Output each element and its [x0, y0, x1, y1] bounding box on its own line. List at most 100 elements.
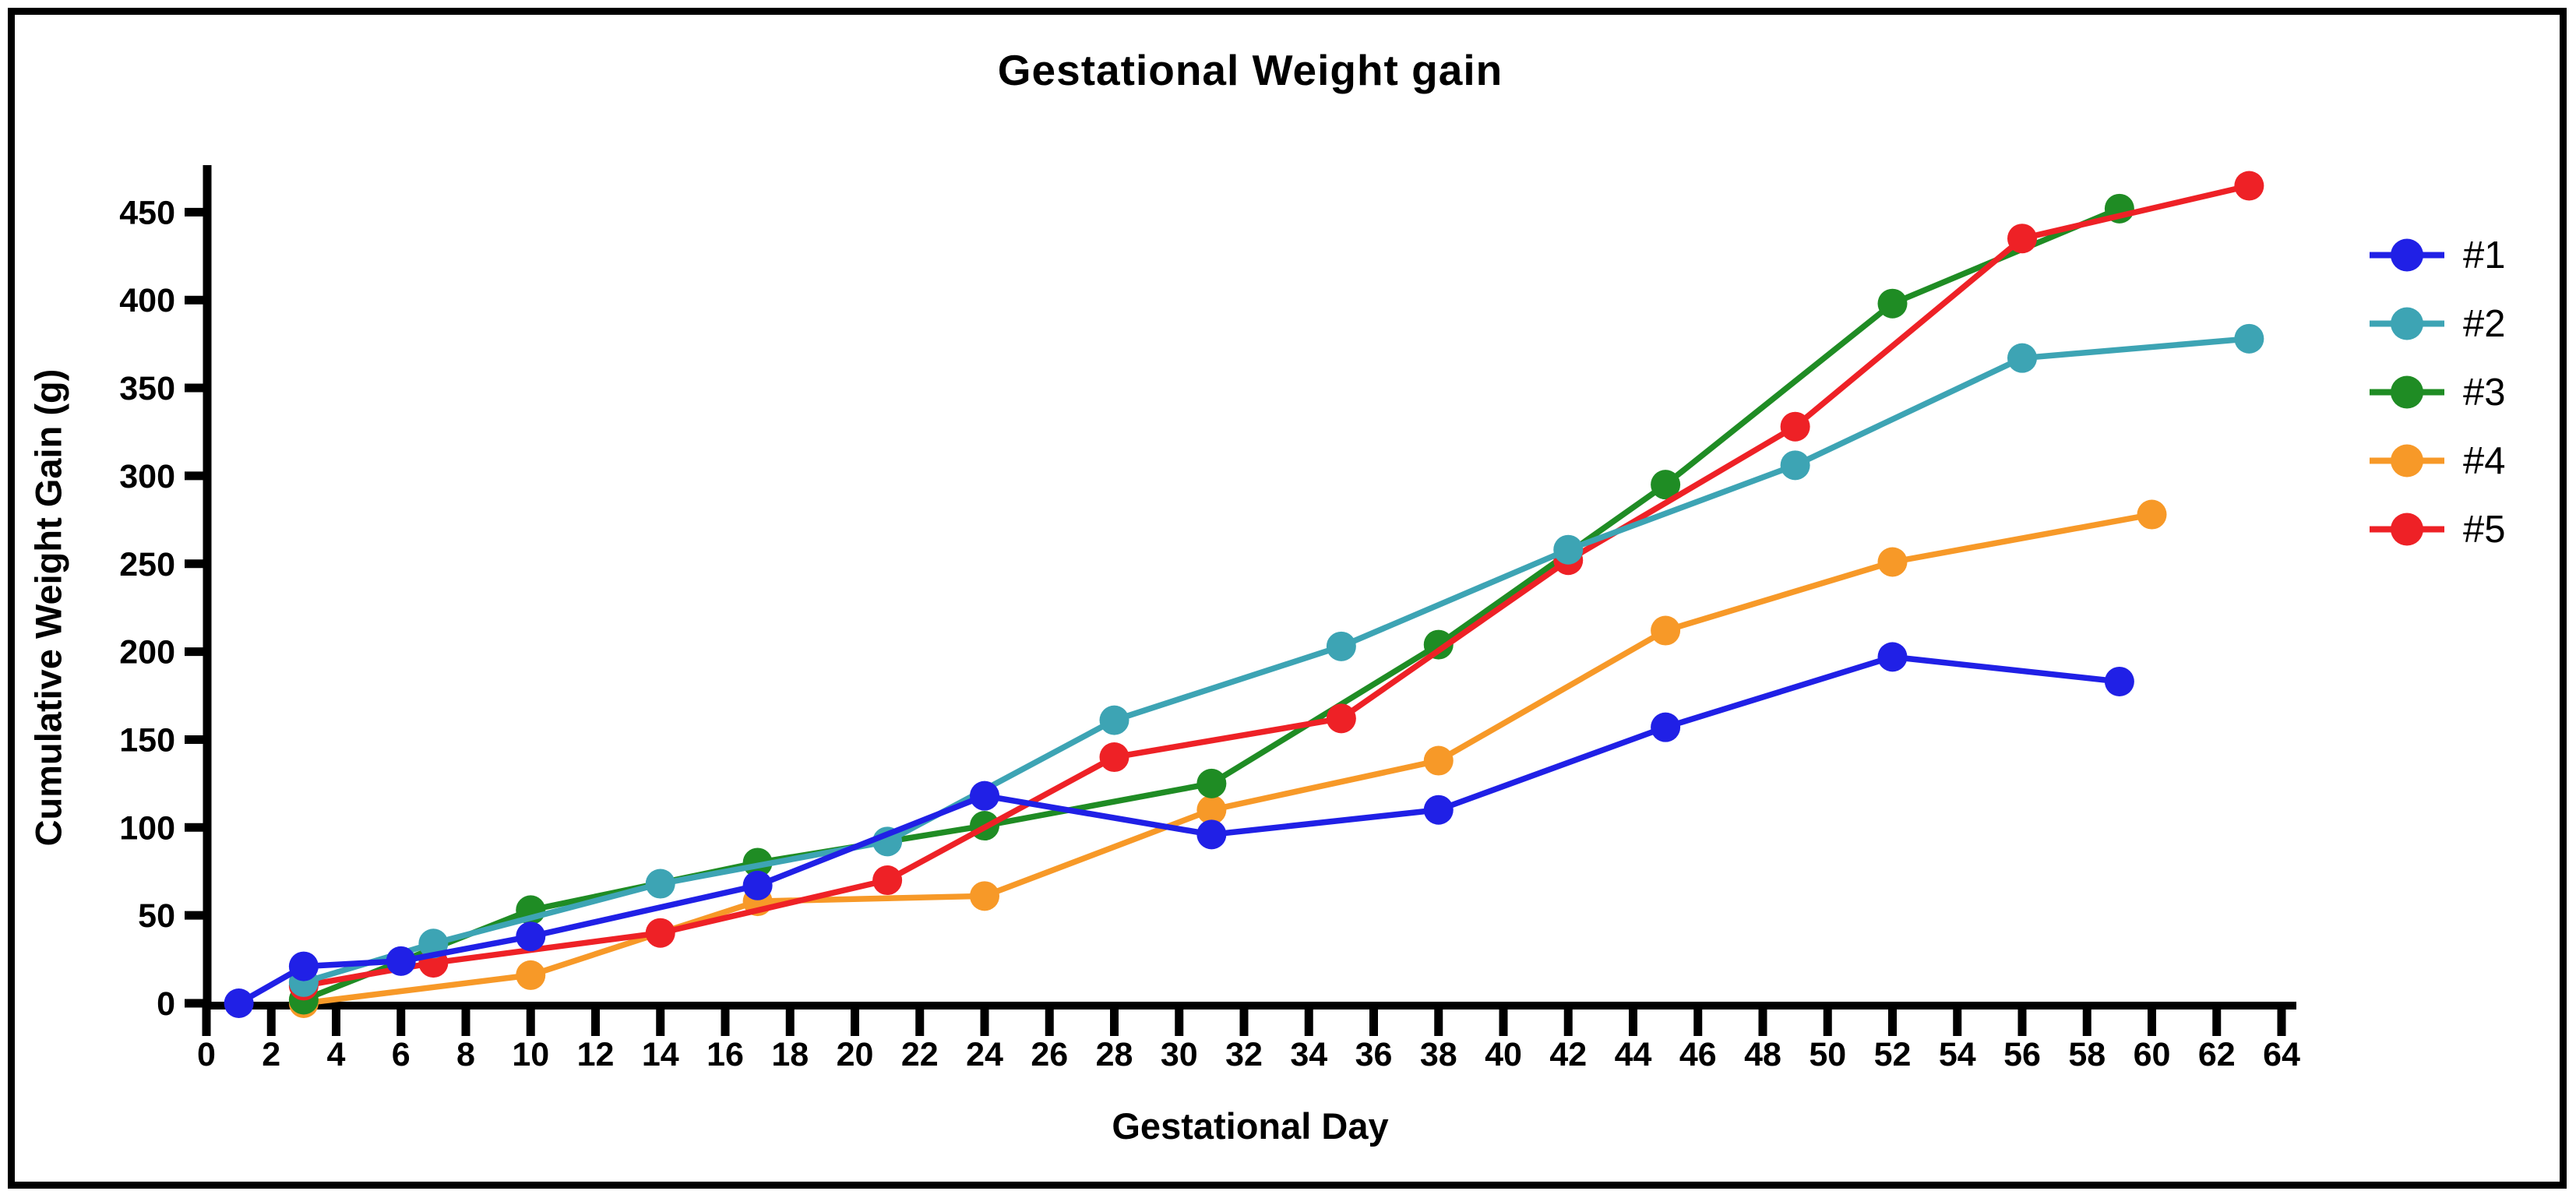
x-tick-label: 54: [1939, 1036, 1976, 1073]
x-tick-label: 24: [966, 1036, 1003, 1073]
x-tick-label: 18: [771, 1036, 809, 1073]
data-point-marker: [1780, 411, 1810, 442]
legend-item-4: #4: [2368, 439, 2506, 482]
data-point-marker: [1196, 795, 1227, 825]
data-point-marker: [1877, 642, 1908, 672]
y-tick-label: 400: [119, 282, 175, 319]
data-point-marker: [872, 865, 903, 896]
x-tick-label: 40: [1485, 1036, 1522, 1073]
data-point-marker: [2137, 499, 2167, 530]
x-tick-label: 48: [1744, 1036, 1781, 1073]
data-point-marker: [1326, 631, 1356, 661]
legend: #1 #2 #3 #4 #5: [2368, 234, 2506, 551]
x-tick-label: 28: [1096, 1036, 1133, 1073]
data-point-marker: [2234, 171, 2264, 201]
data-point-marker: [970, 881, 999, 911]
x-tick-label: 8: [456, 1036, 475, 1073]
y-tick-label: 100: [119, 809, 175, 847]
y-tick-label: 0: [157, 985, 175, 1023]
data-point-marker: [2007, 224, 2037, 254]
data-point-marker: [1099, 705, 1129, 735]
data-point-marker: [1651, 712, 1681, 742]
legend-series-marker-icon: [2370, 307, 2444, 340]
x-tick-label: 0: [197, 1036, 216, 1073]
x-tick-label: 36: [1355, 1036, 1393, 1073]
data-point-marker: [2104, 666, 2134, 696]
data-point-marker: [1877, 547, 1908, 577]
x-tick-label: 20: [837, 1036, 874, 1073]
data-point-marker: [742, 847, 773, 878]
data-point-marker: [1651, 470, 1681, 500]
x-tick-label: 64: [2263, 1036, 2300, 1073]
series-#3: [288, 193, 2134, 1015]
data-point-marker: [288, 951, 319, 981]
x-tick-label: 58: [2068, 1036, 2106, 1073]
x-tick-label: 16: [707, 1036, 744, 1073]
data-point-marker: [2234, 323, 2264, 354]
data-point-marker: [2007, 343, 2037, 373]
legend-series-marker-icon: [2370, 444, 2444, 477]
legend-label: #1: [2463, 234, 2506, 277]
series-#1: [224, 642, 2134, 1018]
data-point-marker: [1423, 795, 1454, 825]
legend-series-marker-icon: [2370, 375, 2444, 409]
x-tick-label: 26: [1031, 1036, 1068, 1073]
x-tick-label: 46: [1679, 1036, 1717, 1073]
x-tick-label: 38: [1420, 1036, 1457, 1073]
data-point-marker: [742, 870, 773, 900]
y-tick-label: 200: [119, 634, 175, 671]
y-tick-label: 150: [119, 721, 175, 759]
x-tick-label: 62: [2198, 1036, 2236, 1073]
data-point-marker: [970, 780, 999, 811]
legend-label: #2: [2463, 302, 2506, 345]
tick-labels: 0 2 4 6 8 10 12 14 16 18 20 22 24 26 28 30 32 34 36 38 40 42 4…: [119, 194, 2300, 1073]
x-tick-label: 50: [1809, 1036, 1846, 1073]
legend-series-marker-icon: [2370, 238, 2444, 272]
data-point-marker: [1651, 615, 1681, 646]
y-tick-label: 450: [119, 194, 175, 231]
chart-title: Gestational Weight gain: [997, 46, 1503, 94]
x-tick-label: 32: [1225, 1036, 1263, 1073]
x-tick-label: 44: [1615, 1036, 1652, 1073]
tick-marks: [185, 207, 2286, 1036]
legend-label: #5: [2463, 508, 2506, 551]
series-line: [302, 206, 2121, 1002]
x-tick-label: 14: [642, 1036, 679, 1073]
x-tick-label: 4: [327, 1036, 346, 1073]
legend-series-marker-icon: [2370, 513, 2444, 546]
x-tick-label: 12: [577, 1036, 615, 1073]
data-point-marker: [1423, 745, 1454, 776]
series-line: [302, 336, 2250, 985]
x-tick-label: 34: [1290, 1036, 1327, 1073]
y-tick-label: 350: [119, 370, 175, 407]
x-tick-label: 6: [392, 1036, 411, 1073]
legend-item-5: #5: [2368, 508, 2506, 551]
series-#4: [288, 499, 2167, 1018]
y-tick-label: 250: [119, 546, 175, 583]
x-axis-label: Gestational Day: [1112, 1105, 1389, 1147]
data-point-marker: [516, 960, 546, 990]
data-point-marker: [386, 946, 416, 976]
legend-label: #4: [2463, 439, 2506, 482]
series-line: [303, 511, 2153, 1006]
legend-item-2: #2: [2368, 302, 2506, 345]
data-point-marker: [1553, 534, 1584, 565]
x-tick-label: 60: [2134, 1036, 2171, 1073]
data-point-marker: [516, 921, 546, 952]
axes: [203, 165, 2296, 1009]
legend-item-1: #1: [2368, 234, 2506, 277]
x-tick-label: 52: [1874, 1036, 1912, 1073]
x-tick-label: 30: [1161, 1036, 1198, 1073]
figure-border: [8, 8, 2567, 1189]
y-tick-label: 50: [138, 897, 175, 935]
x-tick-label: 56: [2003, 1036, 2041, 1073]
data-point-marker: [1196, 819, 1227, 850]
data-point-marker: [224, 988, 254, 1018]
x-tick-label: 42: [1549, 1036, 1587, 1073]
data-point-marker: [1877, 288, 1908, 319]
data-point-marker: [1780, 450, 1810, 481]
data-point-marker: [1326, 703, 1356, 734]
data-point-marker: [1099, 742, 1129, 773]
